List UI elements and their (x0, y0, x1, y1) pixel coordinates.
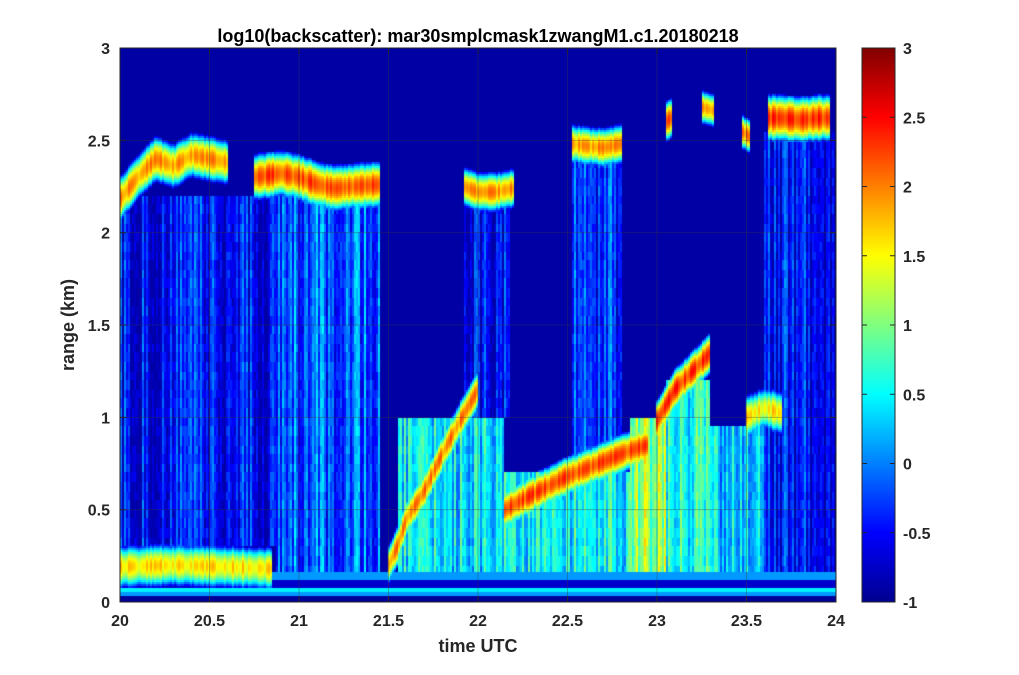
colorbar-tick-label: -1 (903, 595, 917, 612)
y-tick-label: 1 (101, 410, 110, 427)
y-tick-label: 2 (101, 226, 110, 243)
x-tick-label: 24 (827, 613, 845, 630)
y-tick-label: 0 (101, 595, 110, 612)
x-tick-label: 22.5 (552, 613, 583, 630)
x-tick-label: 23.5 (731, 613, 762, 630)
colorbar-tick-label: 0.5 (903, 387, 925, 404)
colorbar-tick-label: 0 (903, 457, 912, 474)
y-axis-label: range (km) (58, 279, 78, 371)
x-tick-label: 22 (469, 613, 487, 630)
colorbar: -1 -0.5 0 0.5 1 1.5 2 2.5 3 (861, 41, 931, 612)
x-axis-label: time UTC (438, 636, 517, 656)
colorbar-tick-label: 3 (903, 41, 912, 58)
colorbar-tick-label: 1.5 (903, 249, 925, 266)
y-tick-label: 2.5 (88, 133, 110, 150)
x-tick-label: 21 (290, 613, 308, 630)
y-axis-ticks: 0 0.5 1 1.5 2 2.5 3 (88, 41, 836, 612)
y-tick-label: 0.5 (88, 503, 110, 520)
heatmap-plot-area (119, 47, 837, 603)
x-tick-label: 21.5 (373, 613, 404, 630)
colorbar-tick-label: -0.5 (903, 526, 931, 543)
x-tick-label: 20.5 (194, 613, 225, 630)
colorbar-tick-label: 2.5 (903, 110, 925, 127)
backscatter-heatmap (120, 48, 836, 602)
x-axis-ticks: 20 20.5 21 21.5 22 22.5 23 23.5 24 (111, 48, 845, 630)
x-tick-label: 20 (111, 613, 129, 630)
x-tick-label: 23 (648, 613, 666, 630)
y-tick-label: 3 (101, 41, 110, 58)
chart-title: log10(backscatter): mar30smplcmask1zwang… (217, 26, 738, 46)
colorbar-ticks: -1 -0.5 0 0.5 1 1.5 2 2.5 3 (862, 41, 931, 612)
y-tick-label: 1.5 (88, 318, 110, 335)
colorbar-gradient (862, 48, 895, 602)
colorbar-tick-label: 1 (903, 318, 912, 335)
colorbar-tick-label: 2 (903, 180, 912, 197)
